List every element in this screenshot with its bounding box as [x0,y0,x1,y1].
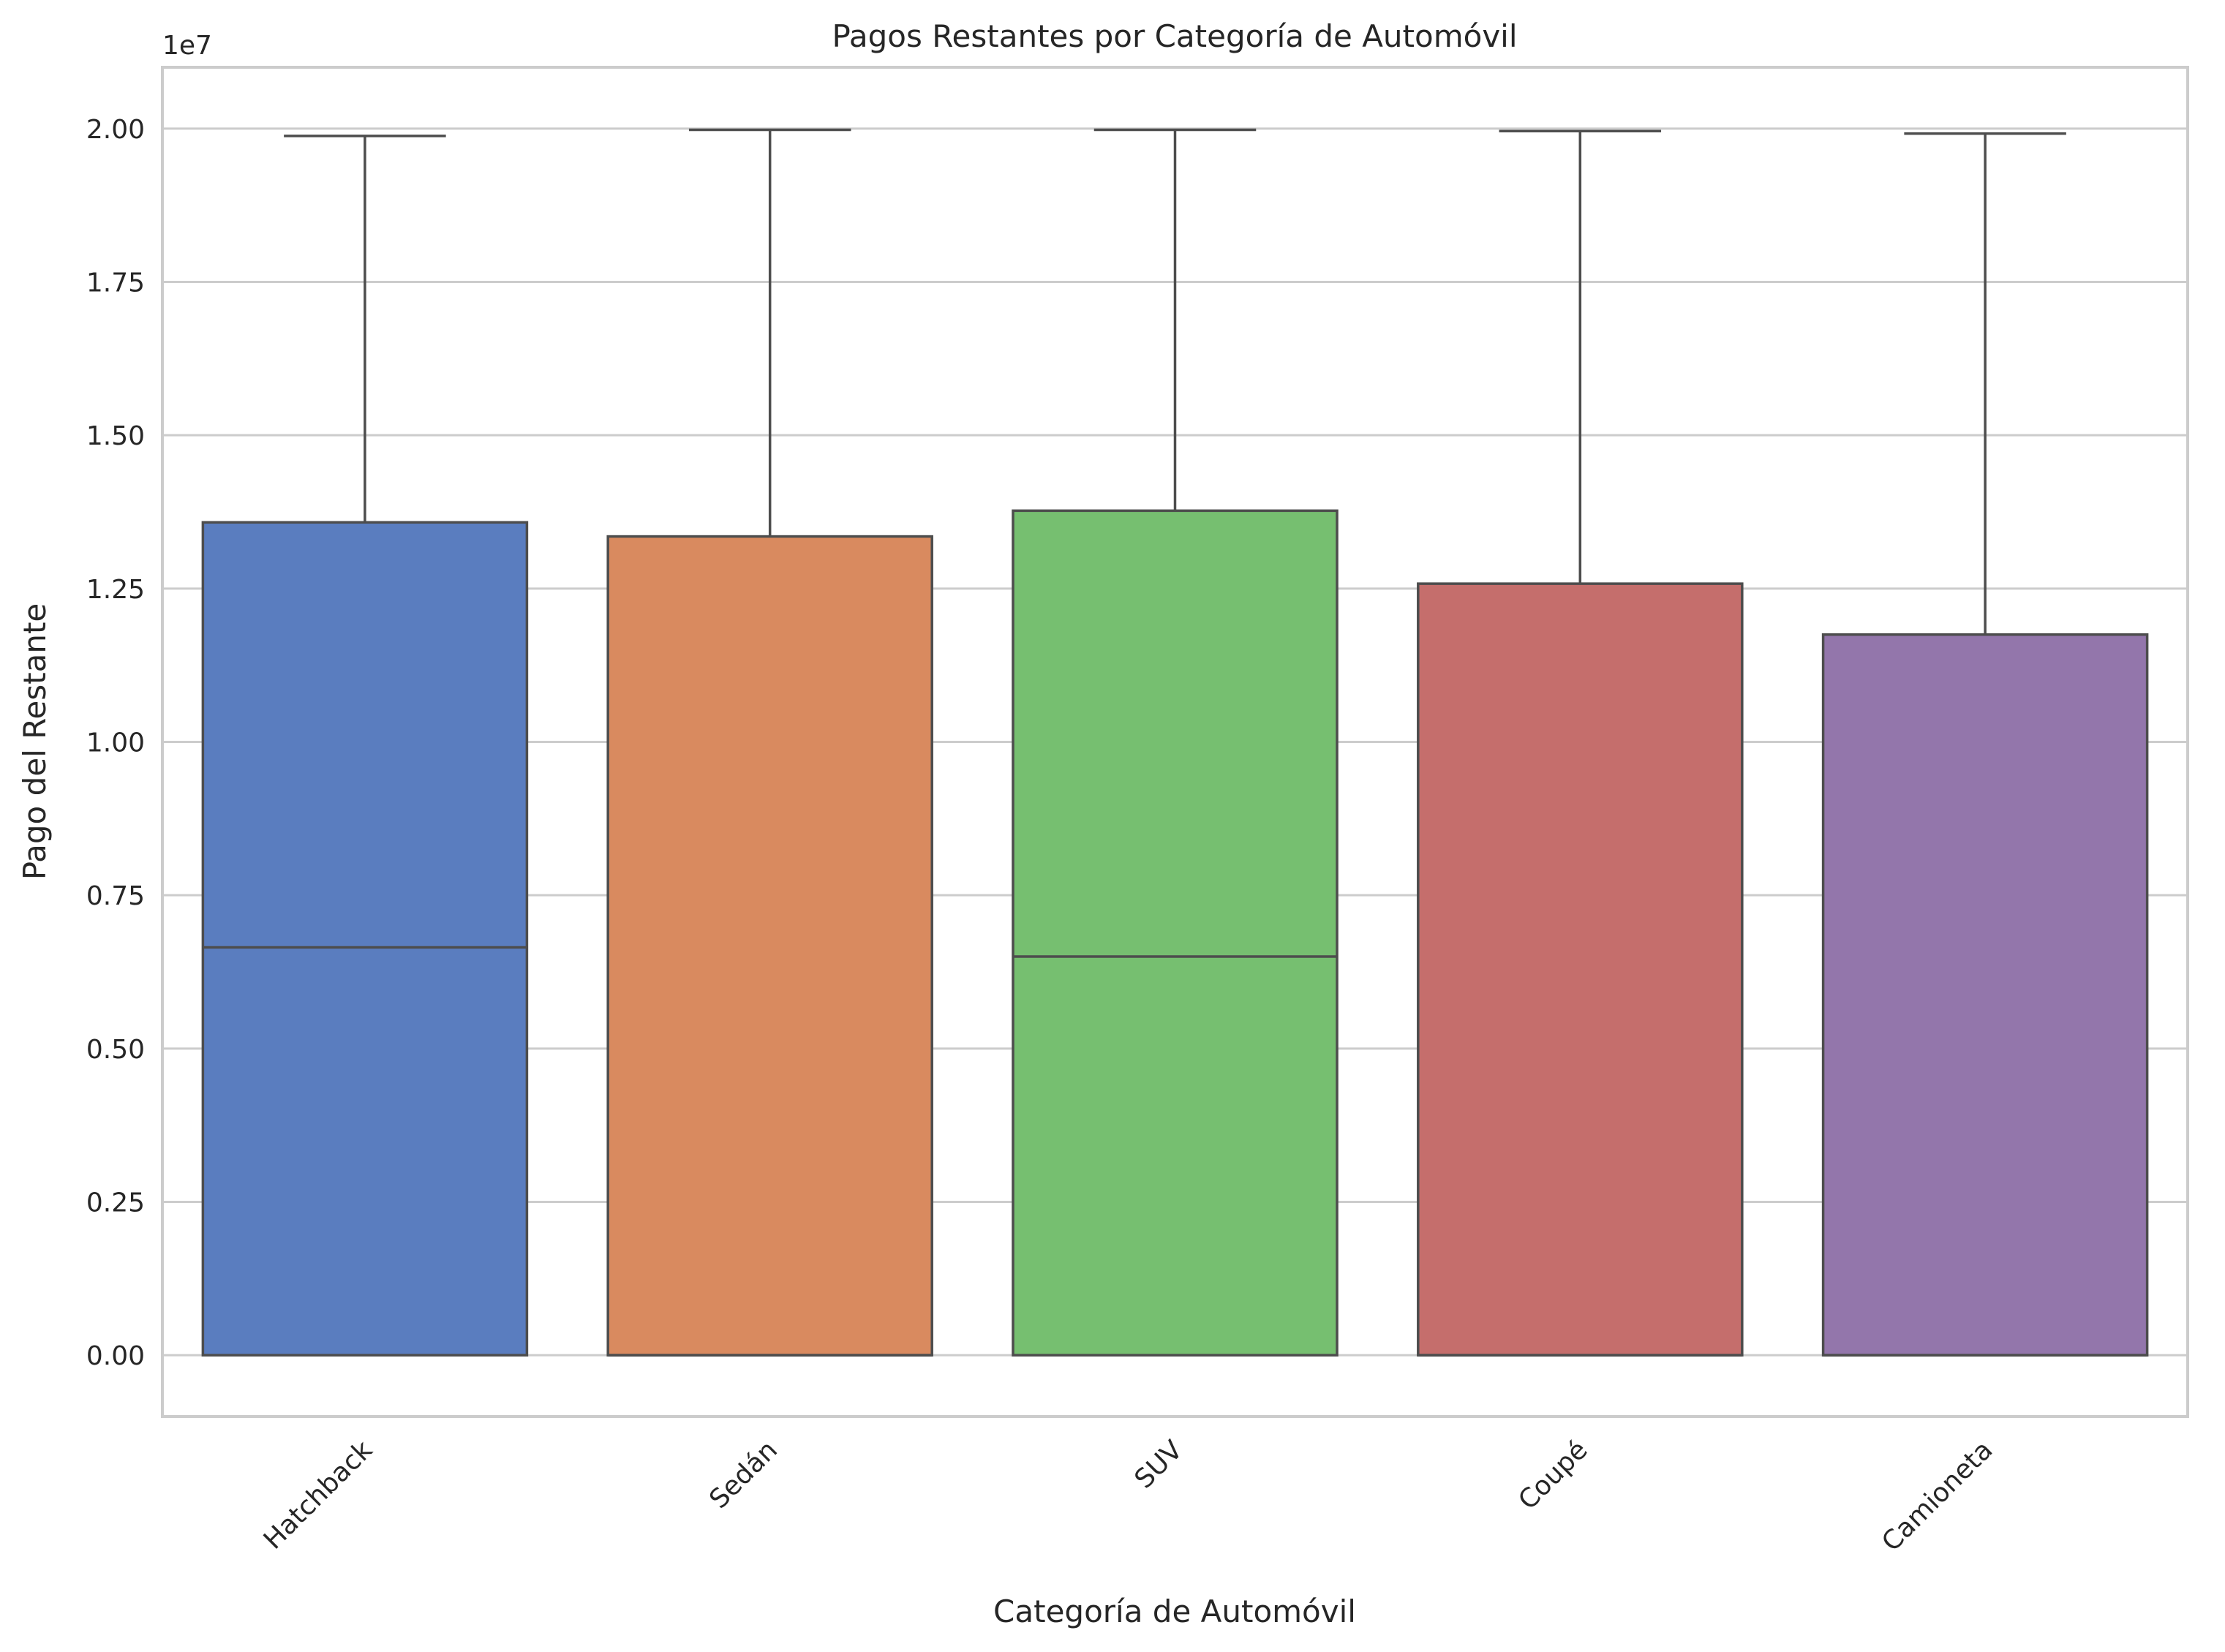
y-tick-label: 0.75 [86,881,145,911]
box-3 [1012,128,1339,1357]
box-body [201,521,529,1357]
box-body [1417,582,1744,1357]
box-4 [1417,129,1744,1357]
box-5 [1821,132,2149,1357]
box-body [1012,509,1339,1357]
y-tick-label: 0.50 [86,1035,145,1065]
box-body [606,535,933,1357]
y-tick-label: 0.25 [86,1188,145,1218]
y-tick-labels: 0.00 0.25 0.50 0.75 1.00 1.25 1.50 1.75 2.00 [86,115,145,1371]
box-body [1821,633,2149,1357]
plot-frame [161,66,2189,1418]
y-tick-label: 1.00 [86,728,145,758]
y-axis-title: Pago del Restante [17,603,53,880]
y-tick-label: 1.25 [86,575,145,605]
x-axis-title: Categoría de Automóvil [993,1593,1356,1629]
y-tick-label: 1.75 [86,268,145,298]
chart-title: Pagos Restantes por Categoría de Automóv… [832,18,1517,54]
y-offset-label: 1e7 [162,31,212,61]
box-2 [606,128,933,1357]
box-1 [201,135,529,1357]
y-tick-label: 0.00 [86,1341,145,1371]
y-tick-label: 2.00 [86,115,145,145]
boxes-group [201,128,2149,1357]
y-tick-label: 1.50 [86,421,145,451]
